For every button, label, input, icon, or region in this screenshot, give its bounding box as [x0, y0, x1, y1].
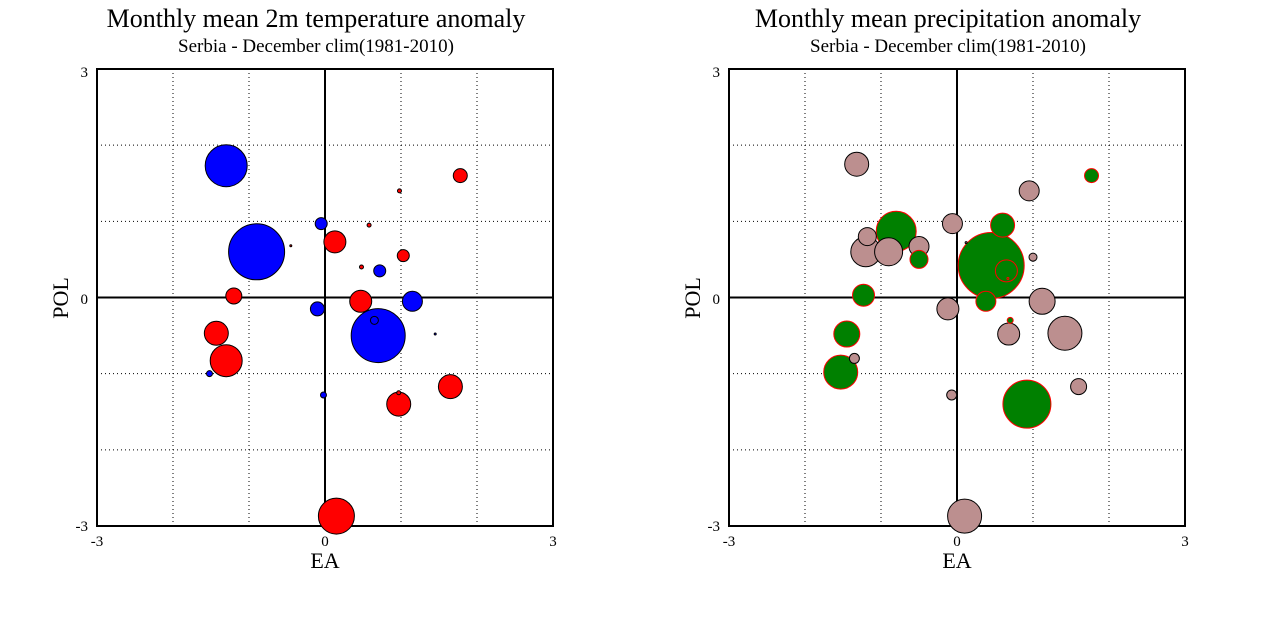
data-bubble: [857, 227, 877, 247]
data-bubble: [323, 230, 347, 254]
data-bubble: [309, 301, 325, 317]
data-bubble: [909, 249, 929, 269]
y-tick-zero: 0: [713, 292, 721, 308]
data-bubble: [396, 188, 402, 194]
y-axis-label: POL: [48, 277, 73, 319]
data-bubble: [366, 222, 372, 228]
precipitation-panel: Monthly mean precipitation anomaly Serbi…: [632, 0, 1264, 622]
x-axis-label: EA: [310, 548, 339, 573]
x-tick-right: 3: [1181, 534, 1189, 550]
y-tick-top: 3: [81, 65, 89, 81]
data-bubble: [203, 320, 229, 346]
x-tick-left: -3: [91, 534, 104, 550]
data-bubble: [401, 290, 423, 312]
data-bubble: [1006, 276, 1010, 280]
x-tick-zero: 0: [321, 534, 329, 550]
data-bubble: [437, 374, 463, 400]
y-tick-bottom: -3: [76, 519, 89, 535]
data-bubble: [1028, 287, 1056, 315]
data-bubble: [1070, 378, 1088, 396]
data-bubble: [433, 332, 437, 336]
chart-subtitle: Serbia - December clim(1981-2010): [810, 36, 1086, 57]
data-bubble: [350, 308, 406, 364]
data-bubble: [319, 391, 327, 399]
chart-title: Monthly mean precipitation anomaly: [754, 4, 1142, 33]
temperature-panel: Monthly mean 2m temperature anomaly Serb…: [48, 4, 557, 573]
data-bubble: [209, 344, 243, 378]
data-bubble: [844, 151, 870, 177]
y-tick-zero: 0: [81, 292, 89, 308]
data-bubble: [205, 370, 213, 378]
data-bubble: [823, 354, 859, 390]
data-bubble: [852, 283, 876, 307]
data-bubble: [228, 223, 286, 281]
data-bubble: [936, 297, 960, 321]
data-bubble: [975, 290, 997, 312]
data-bubble: [1006, 316, 1014, 324]
data-bubble: [874, 237, 904, 267]
data-bubble: [452, 168, 468, 184]
chart-subtitle: Serbia - December clim(1981-2010): [178, 36, 454, 57]
data-bubble: [369, 315, 379, 325]
data-bubble: [1084, 168, 1100, 184]
data-bubble: [358, 264, 364, 270]
x-tick-zero: 0: [953, 534, 961, 550]
data-bubble: [1047, 315, 1083, 351]
data-bubble: [964, 241, 968, 245]
y-axis-label: POL: [680, 277, 705, 319]
y-tick-top: 3: [713, 65, 721, 81]
data-bubble: [386, 391, 412, 417]
precipitation-bubble-plot: 3 0 -3 -3 0 3 EA POL: [680, 65, 1189, 573]
x-tick-right: 3: [549, 534, 557, 550]
data-bubble: [204, 144, 248, 188]
data-bubble: [314, 217, 328, 231]
y-tick-bottom: -3: [708, 519, 721, 535]
data-bubble: [848, 352, 860, 364]
x-axis-label: EA: [942, 548, 971, 573]
data-bubble: [941, 213, 963, 235]
data-bubble: [373, 264, 387, 278]
x-tick-left: -3: [723, 534, 736, 550]
data-bubble: [1028, 252, 1038, 262]
data-bubble: [833, 320, 861, 348]
data-bubble: [947, 498, 983, 534]
data-bubble: [396, 249, 410, 263]
data-bubble: [349, 289, 373, 313]
data-bubble: [1002, 379, 1052, 429]
data-bubble: [225, 287, 243, 305]
chart-title: Monthly mean 2m temperature anomaly: [106, 4, 526, 33]
data-bubble: [289, 244, 293, 248]
data-bubble: [994, 259, 1018, 283]
temperature-bubble-plot: 3 0 -3 -3 0 3 EA POL: [48, 65, 557, 573]
data-bubble: [317, 497, 355, 535]
data-bubble: [990, 212, 1016, 238]
data-bubble: [997, 322, 1021, 346]
data-bubble: [1018, 180, 1040, 202]
data-bubble: [396, 390, 402, 396]
data-bubble: [946, 389, 958, 401]
